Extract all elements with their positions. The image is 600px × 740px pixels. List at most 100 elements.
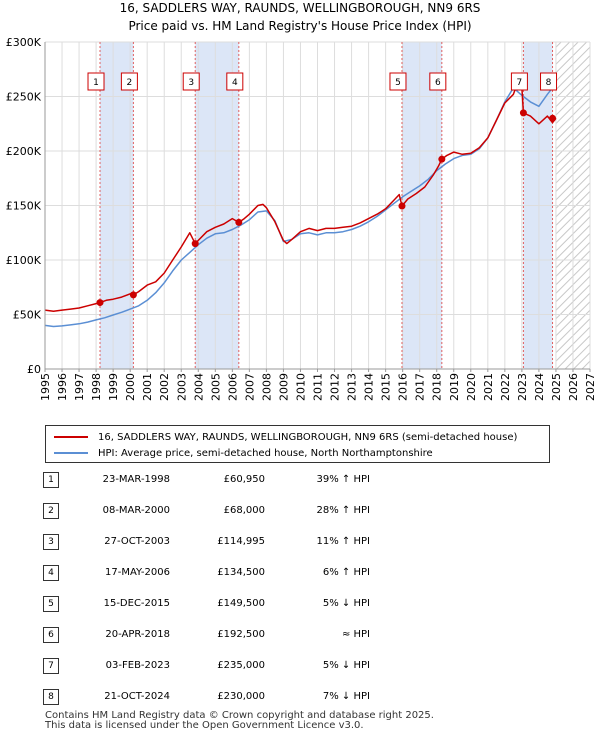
table-row: 8 21-OCT-2024 £230,000 7% ↓ HPI	[0, 687, 600, 707]
x-tick-label: 2023	[516, 373, 529, 401]
x-tick-label: 2022	[499, 373, 512, 401]
x-tick-label: 1996	[56, 373, 69, 401]
x-tick-label: 2002	[158, 373, 171, 401]
sale-label-box	[540, 72, 558, 91]
sale-price: £60,950	[223, 474, 265, 485]
sale-hpi-comparison: 11% ↑ HPI	[316, 536, 370, 547]
legend-item-property: 16, SADDLERS WAY, RAUNDS, WELLINGBOROUGH…	[54, 429, 517, 445]
x-tick-label: 2020	[465, 373, 478, 401]
x-tick-label: 2019	[448, 373, 461, 401]
sale-number-badge: 8	[43, 689, 59, 705]
x-tick-label: 2006	[226, 373, 239, 401]
legend-label-hpi: HPI: Average price, semi-detached house,…	[98, 447, 433, 459]
sale-label-number: 4	[232, 78, 238, 88]
attribution-line-1: Contains HM Land Registry data © Crown c…	[45, 710, 434, 721]
price-chart: 16, SADDLERS WAY, RAUNDS, WELLINGBOROUGH…	[6, 1, 597, 401]
sale-number-badge: 1	[43, 472, 59, 488]
table-row: 2 08-MAR-2000 £68,000 28% ↑ HPI	[0, 501, 600, 521]
sale-point	[549, 114, 557, 122]
sale-hpi-comparison: 5% ↓ HPI	[322, 660, 370, 671]
x-tick-label: 2007	[243, 373, 256, 401]
sale-date: 15-DEC-2015	[103, 598, 170, 609]
sale-label-number: 6	[435, 78, 441, 88]
sale-point	[129, 291, 137, 299]
sale-number-badge: 5	[43, 596, 59, 612]
sale-date: 27-OCT-2003	[104, 536, 170, 547]
sale-label-box	[87, 72, 105, 91]
x-tick-label: 1995	[39, 373, 52, 401]
chart-legend: 16, SADDLERS WAY, RAUNDS, WELLINGBOROUGH…	[45, 425, 550, 463]
sale-date: 23-MAR-1998	[102, 474, 170, 485]
sale-point	[519, 109, 527, 117]
sale-price: £68,000	[223, 505, 265, 516]
y-tick-label: £0	[27, 363, 41, 376]
sale-label-box	[510, 72, 528, 91]
sale-label-box	[429, 72, 447, 91]
sale-label-number: 1	[93, 78, 99, 88]
hpi-series-line	[44, 82, 557, 328]
x-tick-label: 2018	[431, 373, 444, 401]
x-tick-label: 2027	[584, 373, 597, 401]
x-tick-label: 1999	[107, 373, 120, 401]
sale-number-badge: 7	[43, 658, 59, 674]
table-row: 4 17-MAY-2006 £134,500 6% ↑ HPI	[0, 563, 600, 583]
table-row: 5 15-DEC-2015 £149,500 5% ↓ HPI	[0, 594, 600, 614]
sale-point	[438, 155, 446, 163]
legend-item-hpi: HPI: Average price, semi-detached house,…	[54, 445, 433, 461]
y-tick-label: £100K	[6, 254, 42, 267]
table-row: 7 03-FEB-2023 £235,000 5% ↓ HPI	[0, 656, 600, 676]
x-tick-label: 2005	[209, 373, 222, 401]
sale-hpi-comparison: 6% ↑ HPI	[322, 567, 370, 578]
sale-price: £235,000	[217, 660, 265, 671]
sale-price: £230,000	[217, 691, 265, 702]
table-row: 3 27-OCT-2003 £114,995 11% ↑ HPI	[0, 532, 600, 552]
sale-date: 20-APR-2018	[105, 629, 170, 640]
legend-swatch-property	[54, 436, 88, 438]
x-tick-label: 2017	[414, 373, 427, 401]
x-tick-label: 2009	[277, 373, 290, 401]
y-tick-label: £250K	[6, 91, 42, 104]
x-tick-label: 2024	[533, 373, 546, 401]
x-tick-label: 2015	[380, 373, 393, 401]
sale-point	[398, 202, 406, 210]
sale-hpi-comparison: 5% ↓ HPI	[322, 598, 370, 609]
legend-label-property: 16, SADDLERS WAY, RAUNDS, WELLINGBOROUGH…	[98, 431, 518, 443]
sale-date: 21-OCT-2024	[104, 691, 170, 702]
y-tick-label: £150K	[6, 200, 42, 213]
sale-price: £114,995	[217, 536, 265, 547]
sale-label-number: 2	[127, 78, 133, 88]
sale-point	[191, 240, 199, 248]
sale-hpi-comparison: 39% ↑ HPI	[316, 474, 370, 485]
sale-date: 17-MAY-2006	[104, 567, 170, 578]
x-tick-label: 2014	[363, 373, 376, 401]
chart-title: 16, SADDLERS WAY, RAUNDS, WELLINGBOROUGH…	[120, 1, 481, 15]
sale-label-number: 7	[517, 78, 523, 88]
sale-hpi-comparison: 28% ↑ HPI	[316, 505, 370, 516]
sale-label-box	[389, 72, 407, 91]
sale-date: 03-FEB-2023	[105, 660, 170, 671]
sale-date: 08-MAR-2000	[102, 505, 170, 516]
sale-point	[235, 218, 243, 226]
x-tick-label: 2012	[329, 373, 342, 401]
sale-label-box	[120, 72, 138, 91]
x-tick-label: 2003	[175, 373, 188, 401]
x-tick-label: 2026	[567, 373, 580, 401]
sale-number-badge: 4	[43, 565, 59, 581]
x-tick-label: 2021	[482, 373, 495, 401]
sale-price: £192,500	[217, 629, 265, 640]
x-tick-label: 2001	[141, 373, 154, 401]
sale-number-badge: 6	[43, 627, 59, 643]
sale-label-number: 5	[395, 78, 401, 88]
x-tick-label: 2011	[312, 373, 325, 401]
x-tick-label: 2025	[550, 373, 563, 401]
sale-label-number: 3	[188, 78, 194, 88]
sale-label-box	[226, 72, 244, 91]
table-row: 6 20-APR-2018 £192,500 ≈ HPI	[0, 625, 600, 645]
sale-label-number: 8	[546, 78, 552, 88]
x-tick-label: 2000	[124, 373, 137, 401]
y-tick-label: £50K	[13, 309, 42, 322]
x-tick-label: 2013	[346, 373, 359, 401]
x-tick-label: 2008	[260, 373, 273, 401]
sale-hpi-comparison: ≈ HPI	[341, 629, 370, 640]
sale-hpi-comparison: 7% ↓ HPI	[322, 691, 370, 702]
